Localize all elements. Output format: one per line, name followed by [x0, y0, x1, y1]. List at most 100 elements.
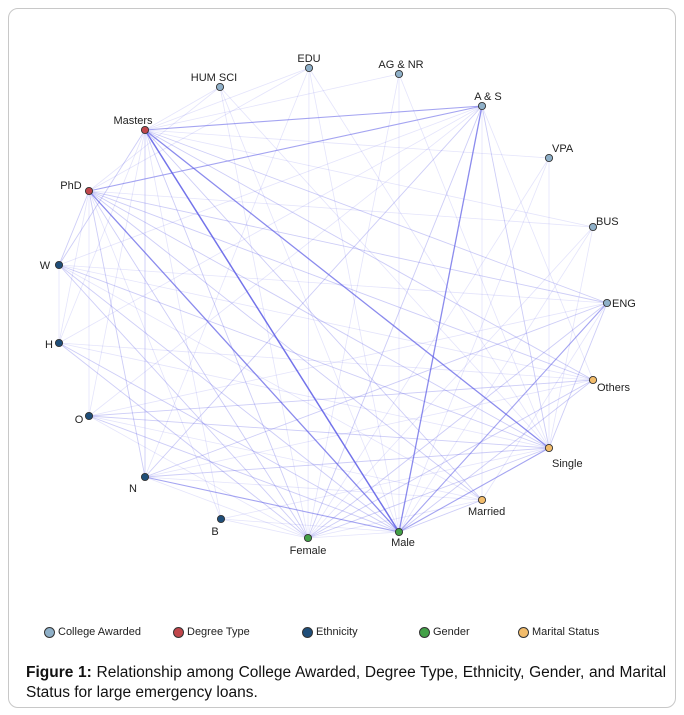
edge-male-others [398, 379, 594, 533]
edge-a-s-male [398, 105, 483, 533]
figure-frame [8, 8, 676, 708]
edge-ag-nr-female [307, 73, 400, 539]
node-label-a-s: A & S [474, 91, 502, 103]
edge-masters-bus [144, 129, 594, 228]
node-female [303, 533, 313, 543]
edge-phd-b [88, 190, 222, 520]
node-label-ag-nr: AG & NR [378, 59, 423, 71]
node-single [544, 443, 554, 453]
edge-eng-n [144, 302, 608, 478]
edge-o-female [88, 415, 309, 539]
edge-masters-female [144, 129, 309, 539]
edge-o-single [88, 415, 550, 449]
edge-masters-edu [144, 67, 310, 131]
edge-masters-male [144, 129, 400, 533]
edge-hum-sci-female [219, 86, 309, 539]
edge-eng-married [481, 302, 608, 501]
legend-label-gender: Gender [433, 626, 470, 638]
edge-phd-single [88, 190, 550, 449]
edge-eng-single [548, 302, 608, 449]
edge-masters-b [144, 129, 222, 520]
edge-phd-male [88, 190, 400, 533]
node-masters [140, 125, 150, 135]
edge-a-s-n [144, 105, 483, 478]
edge-hum-sci-male [219, 86, 400, 533]
node-label-female: Female [290, 545, 327, 557]
caption-text: Relationship among College Awarded, Degr… [26, 664, 667, 701]
node-o [84, 411, 94, 421]
node-edu [304, 63, 314, 73]
legend-item-college-awarded: College Awarded [44, 626, 141, 638]
figure-caption: Figure 1: Relationship among College Awa… [26, 663, 666, 703]
edge-w-male [58, 264, 400, 533]
edge-ag-nr-single [398, 73, 550, 449]
node-others [588, 375, 598, 385]
edge-h-others [58, 342, 594, 381]
edge-n-married [144, 476, 483, 501]
edge-male-single [398, 447, 550, 533]
edge-w-single [58, 264, 550, 449]
node-bus [588, 222, 598, 232]
edge-phd-hum-sci [88, 86, 221, 192]
legend-item-gender: Gender [419, 626, 470, 638]
edge-h-single [58, 342, 550, 449]
legend-item-ethnicity: Ethnicity [302, 626, 358, 638]
edge-h-male [58, 342, 400, 533]
edge-n-male [144, 476, 400, 533]
edge-a-s-o [88, 105, 483, 417]
legend-swatch-ethnicity [302, 626, 313, 638]
edge-w-female [58, 264, 309, 539]
edge-o-others [88, 379, 594, 417]
edge-phd-h [58, 190, 90, 344]
edge-h-female [58, 342, 309, 539]
edge-phd-edu [88, 67, 310, 192]
edge-masters-eng [144, 129, 608, 304]
edge-phd-n [88, 190, 146, 478]
edge-a-s-others [481, 105, 594, 381]
edge-female-others [307, 379, 594, 539]
edge-female-eng [307, 302, 608, 539]
legend-label-ethnicity: Ethnicity [316, 626, 358, 638]
edge-masters-others [144, 129, 594, 381]
edge-w-others [58, 264, 594, 381]
edge-edu-n [144, 67, 310, 478]
node-vpa [544, 153, 554, 163]
node-w [54, 260, 64, 270]
edge-eng-o [88, 302, 608, 417]
legend-label-degree-type: Degree Type [187, 626, 250, 638]
node-label-n: N [129, 483, 137, 495]
edge-masters-vpa [144, 129, 550, 159]
legend-item-marital-status: Marital Status [518, 626, 599, 638]
edge-female-married [307, 499, 483, 539]
edge-bus-single [548, 226, 594, 449]
edge-n-others [144, 379, 594, 478]
edge-a-s-single [481, 105, 550, 449]
legend-swatch-college-awarded [44, 626, 55, 638]
edge-o-male [88, 415, 400, 533]
edge-vpa-male [398, 157, 550, 533]
edge-male-eng [398, 302, 608, 533]
edge-vpa-female [307, 157, 550, 539]
edge-masters-single [144, 129, 550, 449]
edge-masters-w [58, 129, 146, 266]
edge-w-married [58, 264, 483, 501]
legend: College Awarded Degree Type Ethnicity Ge… [44, 626, 664, 644]
edge-edu-male [308, 67, 400, 533]
edge-phd-others [88, 190, 594, 381]
edge-masters-a-s [144, 105, 483, 131]
edge-bus-male [398, 226, 594, 533]
legend-label-marital-status: Marital Status [532, 626, 600, 638]
edge-a-s-h [58, 105, 483, 344]
edge-masters-h [58, 129, 146, 344]
edge-phd-eng [88, 190, 608, 304]
edge-b-single [220, 447, 550, 520]
node-label-vpa: VPA [552, 143, 574, 155]
edge-masters-o [88, 129, 146, 417]
edge-male-married [398, 499, 483, 533]
edge-phd-female [88, 190, 309, 539]
edge-female-single [307, 447, 550, 539]
edge-o-married [88, 415, 483, 501]
edge-a-s-w [58, 105, 483, 266]
node-label-masters: Masters [113, 115, 153, 127]
